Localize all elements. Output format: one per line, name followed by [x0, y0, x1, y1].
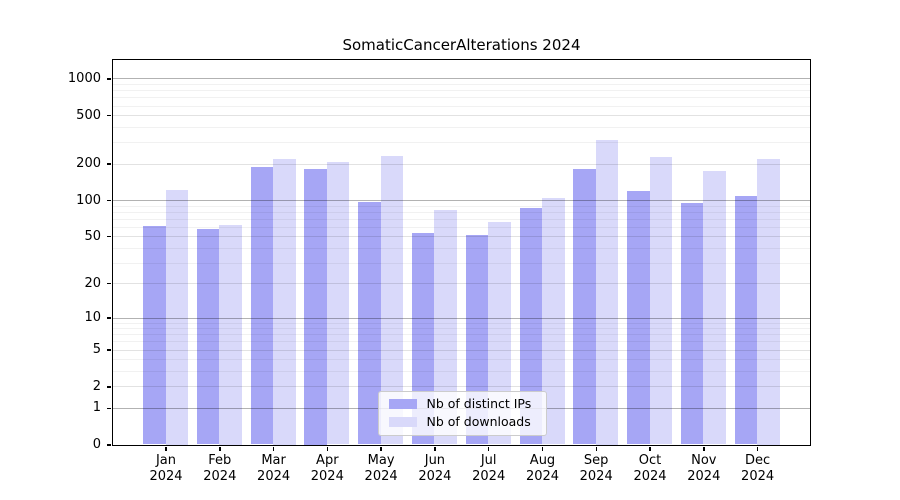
y-tick-label-2: 2: [92, 378, 101, 394]
bar-downloads-sep: [595, 139, 619, 445]
legend-item-downloads: Nb of downloads: [388, 414, 536, 429]
x-tick-mark-dec: [756, 446, 759, 451]
bar-downloads-jun: [434, 209, 457, 445]
y-tick-mark-20: [106, 282, 111, 285]
legend: Nb of distinct IPs Nb of downloads: [377, 390, 547, 436]
bar-distinct-ips-aug: [519, 207, 542, 445]
bar-downloads-oct: [649, 156, 672, 445]
bar-distinct-ips-mar: [250, 167, 274, 445]
x-tick-label-nov: Nov 2024: [687, 453, 721, 484]
x-tick-mark-oct: [649, 446, 651, 451]
x-tick-mark-jul: [487, 446, 490, 451]
y-tick-mark-500: [106, 114, 111, 117]
y-tick-label-500: 500: [76, 107, 101, 123]
y-tick-label-0: 0: [92, 437, 101, 452]
x-tick-label-apr: Apr 2024: [310, 453, 344, 484]
y-tick-mark-10: [106, 317, 111, 319]
legend-swatch-downloads: [388, 417, 417, 427]
y-tick-label-1: 1: [92, 400, 101, 416]
y-tick-mark-1000: [106, 78, 111, 80]
y-tick-mark-5: [106, 349, 111, 351]
bar-downloads-mar: [273, 158, 296, 445]
bar-distinct-ips-oct: [627, 191, 650, 445]
y-tick-label-1000: 1000: [67, 70, 101, 86]
y-tick-mark-1: [106, 407, 111, 409]
x-tick-label-aug: Aug 2024: [525, 453, 560, 484]
y-tick-mark-2: [106, 386, 111, 388]
y-tick-mark-200: [106, 163, 111, 165]
bar-downloads-nov: [703, 171, 726, 445]
y-tick-label-20: 20: [84, 275, 101, 291]
bar-downloads-feb: [219, 225, 242, 445]
y-tick-mark-100: [106, 199, 111, 202]
y-tick-mark-50: [106, 235, 111, 238]
x-tick-label-jun: Jun 2024: [418, 453, 452, 484]
bar-downloads-dec: [757, 158, 780, 445]
bars-layer: [113, 60, 810, 445]
y-tick-label-50: 50: [84, 228, 101, 244]
x-tick-mark-jun: [434, 446, 436, 451]
bar-distinct-ips-dec: [734, 196, 758, 445]
bar-distinct-ips-nov: [680, 202, 704, 445]
x-tick-mark-mar: [272, 446, 275, 451]
bar-downloads-may: [380, 156, 404, 445]
x-tick-label-sep: Sep 2024: [579, 453, 613, 484]
x-tick-label-jul: Jul 2024: [472, 453, 506, 484]
x-tick-mark-apr: [326, 446, 329, 451]
bar-distinct-ips-may: [358, 202, 381, 445]
x-tick-label-feb: Feb 2024: [203, 453, 237, 484]
y-tick-mark-0: [106, 444, 111, 446]
chart-title: SomaticCancerAlterations 2024: [342, 36, 581, 54]
bar-downloads-jul: [488, 221, 511, 445]
x-tick-mark-jan: [165, 446, 167, 451]
x-tick-mark-aug: [541, 446, 544, 451]
bar-distinct-ips-jan: [143, 225, 166, 445]
x-tick-label-jan: Jan 2024: [149, 453, 183, 484]
x-tick-mark-nov: [703, 446, 705, 451]
bar-downloads-aug: [542, 197, 565, 445]
x-tick-mark-feb: [219, 446, 221, 451]
x-tick-label-dec: Dec 2024: [741, 453, 775, 484]
legend-label-downloads: Nb of downloads: [426, 414, 531, 429]
bar-distinct-ips-sep: [573, 169, 596, 445]
y-tick-label-5: 5: [92, 342, 101, 358]
x-tick-label-may: May 2024: [364, 453, 398, 484]
x-tick-label-oct: Oct 2024: [633, 453, 667, 484]
bar-distinct-ips-apr: [304, 168, 327, 445]
x-tick-label-mar: Mar 2024: [257, 453, 291, 484]
y-tick-label-10: 10: [84, 310, 101, 325]
legend-item-distinct-ips: Nb of distinct IPs: [388, 396, 536, 411]
x-tick-mark-sep: [595, 446, 597, 451]
bar-distinct-ips-feb: [196, 229, 220, 445]
plot-area: Nb of distinct IPs Nb of downloads: [111, 58, 811, 446]
y-tick-label-100: 100: [76, 192, 101, 208]
legend-swatch-distinct-ips: [388, 399, 417, 409]
bar-downloads-jan: [165, 189, 188, 445]
bar-downloads-apr: [326, 161, 350, 445]
legend-label-distinct-ips: Nb of distinct IPs: [426, 396, 532, 411]
x-tick-mark-may: [380, 446, 382, 451]
y-tick-label-200: 200: [76, 156, 101, 171]
